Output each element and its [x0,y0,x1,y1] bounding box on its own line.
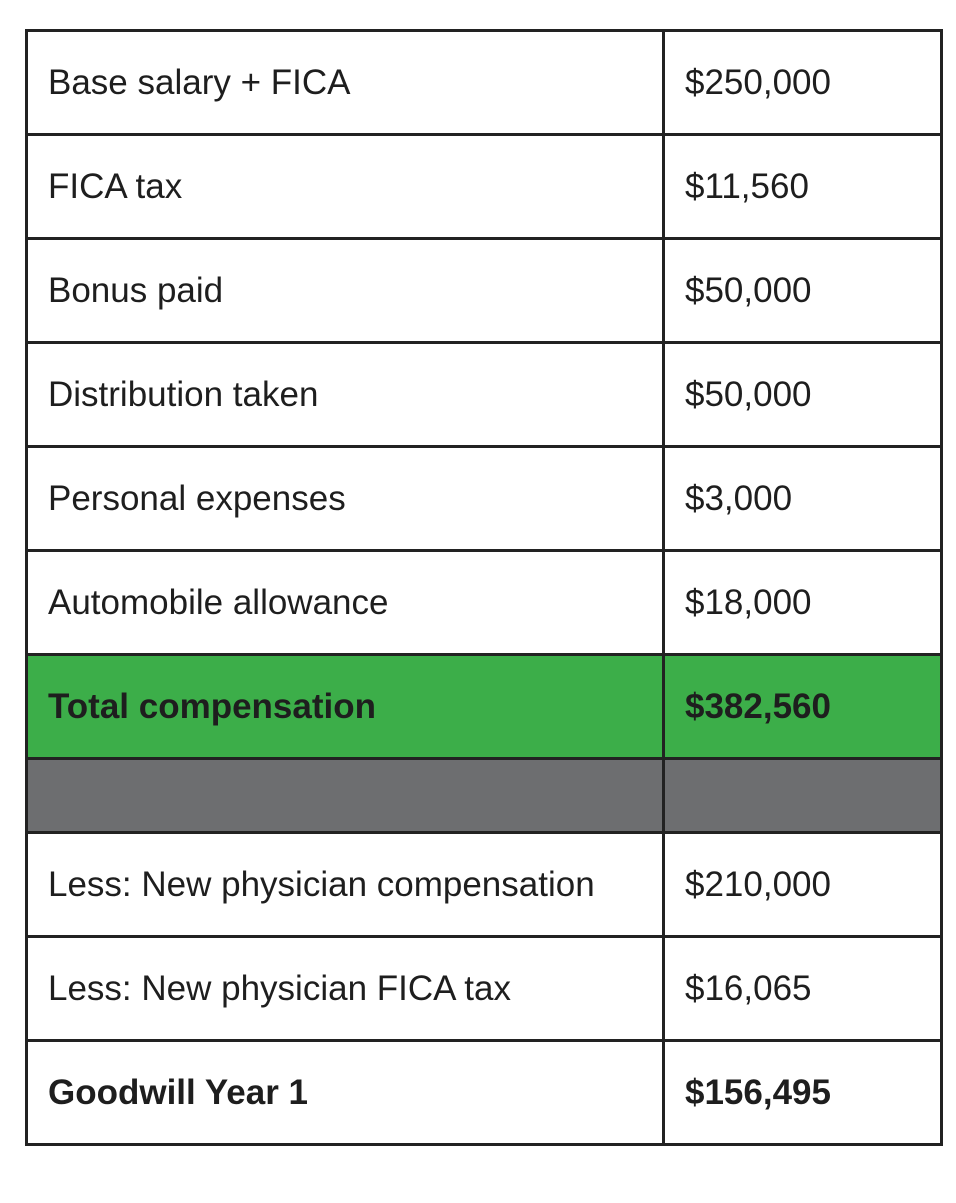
compensation-table: Base salary + FICA $250,000 FICA tax $11,56… [25,29,943,1146]
row-value: $50,000 [662,237,943,344]
row-value: $210,000 [662,831,943,938]
row-value: $250,000 [662,29,943,136]
row-value: $382,560 [662,653,943,760]
table-row: Total compensation $382,560 [25,653,943,760]
row-label: Bonus paid [25,237,665,344]
row-value: $156,495 [662,1039,943,1146]
table-row: Personal expenses $3,000 [25,445,943,552]
row-label: Less: New physician compensation [25,831,665,938]
row-value: $16,065 [662,935,943,1042]
row-value: $18,000 [662,549,943,656]
row-value: $50,000 [662,341,943,448]
table-row: FICA tax $11,560 [25,133,943,240]
separator-cell [662,757,943,834]
table-row: Less: New physician FICA tax $16,065 [25,935,943,1042]
table-row: Base salary + FICA $250,000 [25,29,943,136]
row-label: FICA tax [25,133,665,240]
row-label: Less: New physician FICA tax [25,935,665,1042]
row-value: $11,560 [662,133,943,240]
row-label: Total compensation [25,653,665,760]
table-row: Goodwill Year 1 $156,495 [25,1039,943,1146]
separator-cell [25,757,665,834]
row-label: Distribution taken [25,341,665,448]
table-row: Distribution taken $50,000 [25,341,943,448]
table-row: Less: New physician compensation $210,000 [25,831,943,938]
row-label: Goodwill Year 1 [25,1039,665,1146]
table-row: Bonus paid $50,000 [25,237,943,344]
row-label: Personal expenses [25,445,665,552]
table-body: Base salary + FICA $250,000 FICA tax $11,56… [25,29,943,1146]
table-row: Automobile allowance $18,000 [25,549,943,656]
separator-row [25,757,943,834]
row-label: Base salary + FICA [25,29,665,136]
row-label: Automobile allowance [25,549,665,656]
row-value: $3,000 [662,445,943,552]
